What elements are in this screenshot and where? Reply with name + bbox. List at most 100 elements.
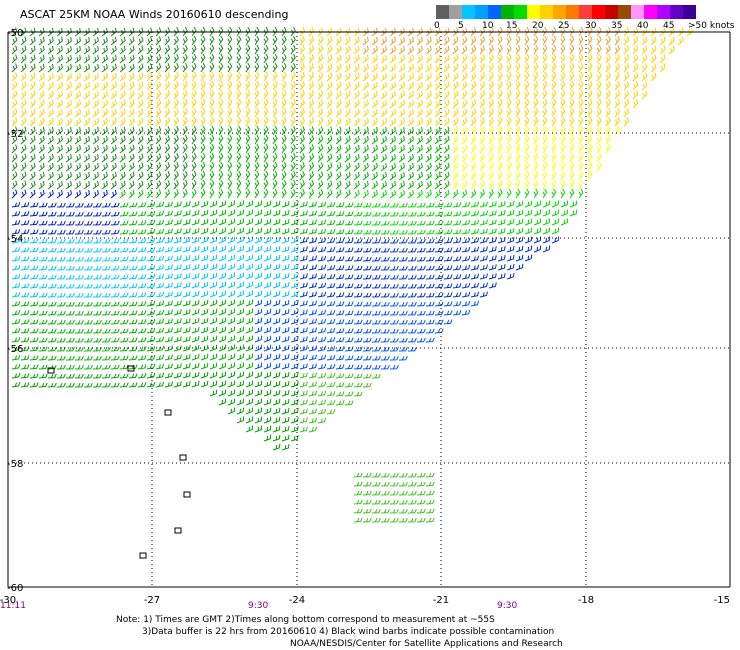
wind-barb bbox=[299, 108, 305, 118]
time-label-mid: 9:30 bbox=[248, 601, 269, 611]
wind-barb bbox=[47, 54, 54, 64]
wind-barb bbox=[416, 265, 426, 271]
wind-barb bbox=[389, 126, 396, 136]
wind-barb bbox=[506, 200, 515, 208]
wind-barb bbox=[110, 99, 117, 109]
wind-barb bbox=[389, 283, 399, 289]
wind-barb bbox=[326, 282, 336, 289]
wind-barb bbox=[11, 162, 18, 172]
wind-barb bbox=[92, 274, 102, 280]
wind-barb bbox=[371, 346, 381, 352]
wind-barb bbox=[20, 45, 27, 55]
wind-barb bbox=[470, 300, 480, 307]
wind-barb bbox=[164, 144, 171, 154]
wind-barb bbox=[119, 373, 129, 379]
wind-barb bbox=[668, 45, 675, 55]
wind-barb bbox=[488, 71, 494, 82]
wind-barb bbox=[587, 71, 593, 82]
wind-barb bbox=[596, 143, 602, 154]
wind-barb bbox=[227, 281, 236, 289]
wind-barb bbox=[335, 265, 345, 271]
wind-barb bbox=[128, 337, 138, 343]
colorbar-swatch-11 bbox=[579, 5, 592, 19]
wind-barb bbox=[425, 63, 432, 73]
wind-barb bbox=[263, 35, 269, 46]
wind-barb bbox=[83, 256, 93, 262]
wind-barb bbox=[92, 135, 99, 145]
wind-barb bbox=[371, 328, 381, 334]
wind-barb bbox=[245, 152, 251, 163]
wind-barb bbox=[74, 171, 81, 181]
wind-barb bbox=[416, 153, 423, 163]
wind-barb bbox=[416, 54, 423, 64]
wind-barb bbox=[38, 355, 48, 361]
wind-barb bbox=[146, 372, 156, 379]
wind-barb bbox=[200, 281, 209, 289]
wind-barb bbox=[218, 227, 227, 235]
wind-barb bbox=[560, 80, 566, 91]
wind-barb bbox=[497, 143, 503, 154]
wind-barb bbox=[92, 144, 99, 154]
wind-barb bbox=[236, 326, 245, 334]
wind-barb bbox=[254, 116, 260, 127]
wind-barb bbox=[173, 62, 179, 73]
wind-barb bbox=[380, 162, 387, 172]
wind-barb bbox=[461, 291, 471, 298]
wind-barb bbox=[83, 135, 90, 145]
wind-barb bbox=[128, 153, 135, 163]
wind-barb bbox=[92, 108, 99, 118]
wind-barb bbox=[425, 328, 435, 334]
wind-barb bbox=[290, 363, 299, 370]
wind-barb bbox=[47, 319, 57, 325]
wind-barb bbox=[371, 310, 381, 316]
wind-barb bbox=[515, 44, 521, 55]
wind-barb bbox=[299, 264, 308, 271]
wind-barb bbox=[236, 161, 242, 172]
wind-barb bbox=[20, 126, 27, 136]
wind-barb bbox=[533, 209, 542, 217]
wind-barb bbox=[254, 26, 260, 37]
wind-barb bbox=[479, 144, 486, 154]
wind-barb bbox=[200, 143, 206, 154]
wind-barb bbox=[65, 274, 75, 280]
wind-barb bbox=[209, 71, 215, 82]
wind-barb bbox=[227, 200, 236, 208]
wind-barb bbox=[317, 81, 324, 91]
wind-barb bbox=[470, 210, 480, 217]
colorbar-swatch-19 bbox=[683, 5, 696, 19]
wind-barb bbox=[119, 54, 126, 64]
wind-barb bbox=[164, 282, 173, 289]
wind-barb bbox=[128, 292, 138, 298]
wind-barb bbox=[65, 283, 75, 289]
wind-map: -30 -27 -24 -21 -18 -15-50-52-54-56-58-60 bbox=[0, 26, 731, 606]
wind-barb bbox=[272, 107, 278, 118]
wind-barb bbox=[560, 188, 566, 199]
wind-barb bbox=[218, 35, 224, 46]
wind-barb bbox=[101, 382, 111, 388]
wind-barb bbox=[263, 44, 269, 55]
wind-barb bbox=[371, 81, 378, 91]
wind-barb bbox=[191, 272, 200, 280]
wind-barb bbox=[290, 390, 299, 397]
wind-barb bbox=[452, 247, 462, 253]
wind-barb bbox=[551, 170, 557, 181]
wind-barb bbox=[398, 274, 408, 280]
wind-barb bbox=[92, 90, 99, 100]
wind-barb bbox=[317, 264, 327, 271]
wind-barb bbox=[137, 283, 147, 289]
wind-barb bbox=[371, 108, 378, 118]
colorbar-swatch-10 bbox=[566, 5, 579, 19]
wind-barb bbox=[164, 246, 173, 253]
wind-barb bbox=[299, 255, 308, 262]
wind-barb bbox=[236, 209, 245, 217]
wind-barb bbox=[92, 301, 102, 307]
wind-barb bbox=[578, 26, 584, 37]
wind-barb bbox=[443, 90, 450, 100]
lon-tick-label: -30 bbox=[0, 595, 16, 606]
wind-barb bbox=[119, 247, 129, 253]
wind-barb bbox=[254, 389, 263, 397]
wind-barb bbox=[623, 63, 630, 73]
wind-barb bbox=[371, 292, 381, 298]
wind-barb bbox=[326, 117, 333, 127]
wind-barb bbox=[137, 238, 147, 244]
